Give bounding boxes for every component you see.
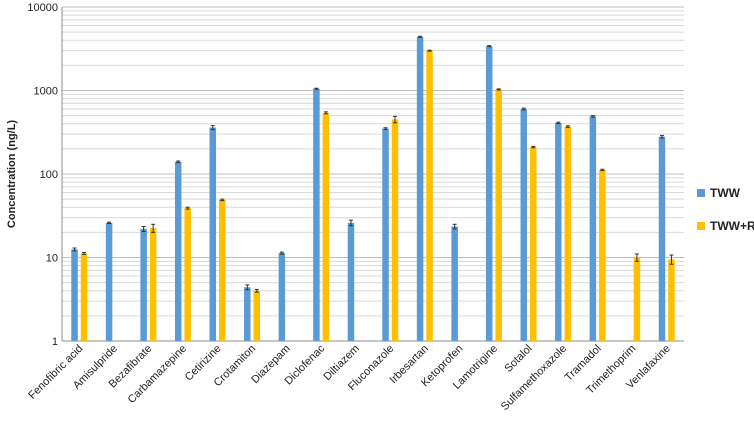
- bar-tww-rb: [80, 253, 88, 341]
- legend-swatch-tww-rb: [697, 222, 705, 230]
- x-category-label: Fenofibric acid: [26, 343, 85, 402]
- x-category-label: Sulfamethoxazole: [499, 343, 569, 413]
- legend-label-tww-rb: TWW+RB: [710, 219, 754, 233]
- bar-tww-rb: [564, 126, 572, 342]
- bar-tww: [105, 222, 113, 341]
- bar-tww: [209, 127, 216, 342]
- bar-tww-rb: [633, 257, 641, 341]
- y-tick-label: 1: [52, 336, 58, 348]
- bar-tww: [278, 253, 286, 341]
- x-category-label: Sotalol: [502, 343, 534, 375]
- bar-tww: [485, 46, 493, 341]
- y-tick-labels: 1 10 100 1000 10000: [27, 2, 58, 348]
- bar-tww-rb: [495, 89, 502, 341]
- bar-tww: [520, 109, 527, 341]
- legend-swatch-tww: [697, 189, 705, 197]
- bar-tww: [71, 249, 78, 341]
- bar-tww: [347, 222, 355, 341]
- bar-tww: [140, 228, 147, 341]
- y-tick-label: 1000: [34, 86, 58, 98]
- bar-tww: [174, 161, 182, 341]
- bar-tww-rb: [322, 112, 330, 341]
- bar-tww: [451, 226, 458, 341]
- x-tick-labels: Fenofibric acidAmisulprideBezafibrateCar…: [26, 342, 673, 413]
- bar-tww-rb: [184, 208, 191, 341]
- legend-label-tww: TWW: [710, 186, 741, 200]
- bar-tww-rb: [391, 119, 399, 341]
- bar-tww: [555, 122, 562, 341]
- bar-tww: [382, 128, 389, 341]
- bar-tww-rb: [668, 259, 675, 341]
- axes: [61, 7, 684, 342]
- bars: [71, 35, 675, 342]
- y-tick-label: 10: [46, 253, 58, 265]
- bar-tww: [244, 287, 251, 341]
- bar-tww: [313, 88, 320, 342]
- y-tick-label: 10000: [27, 2, 58, 14]
- bar-tww-rb: [149, 228, 157, 341]
- gridlines: [62, 6, 684, 342]
- bar-tww-rb: [219, 199, 226, 341]
- bar-tww: [658, 136, 666, 341]
- y-axis-title: Concentration (ng/L): [6, 120, 18, 228]
- bar-tww: [416, 36, 424, 342]
- legend: TWW TWW+RB: [697, 186, 754, 233]
- bar-tww-rb: [599, 169, 606, 341]
- bar-tww-rb: [426, 50, 433, 342]
- bar-tww-rb: [253, 290, 261, 341]
- y-tick-label: 100: [40, 169, 58, 181]
- bar-tww: [589, 116, 597, 342]
- bar-tww-rb: [530, 147, 537, 341]
